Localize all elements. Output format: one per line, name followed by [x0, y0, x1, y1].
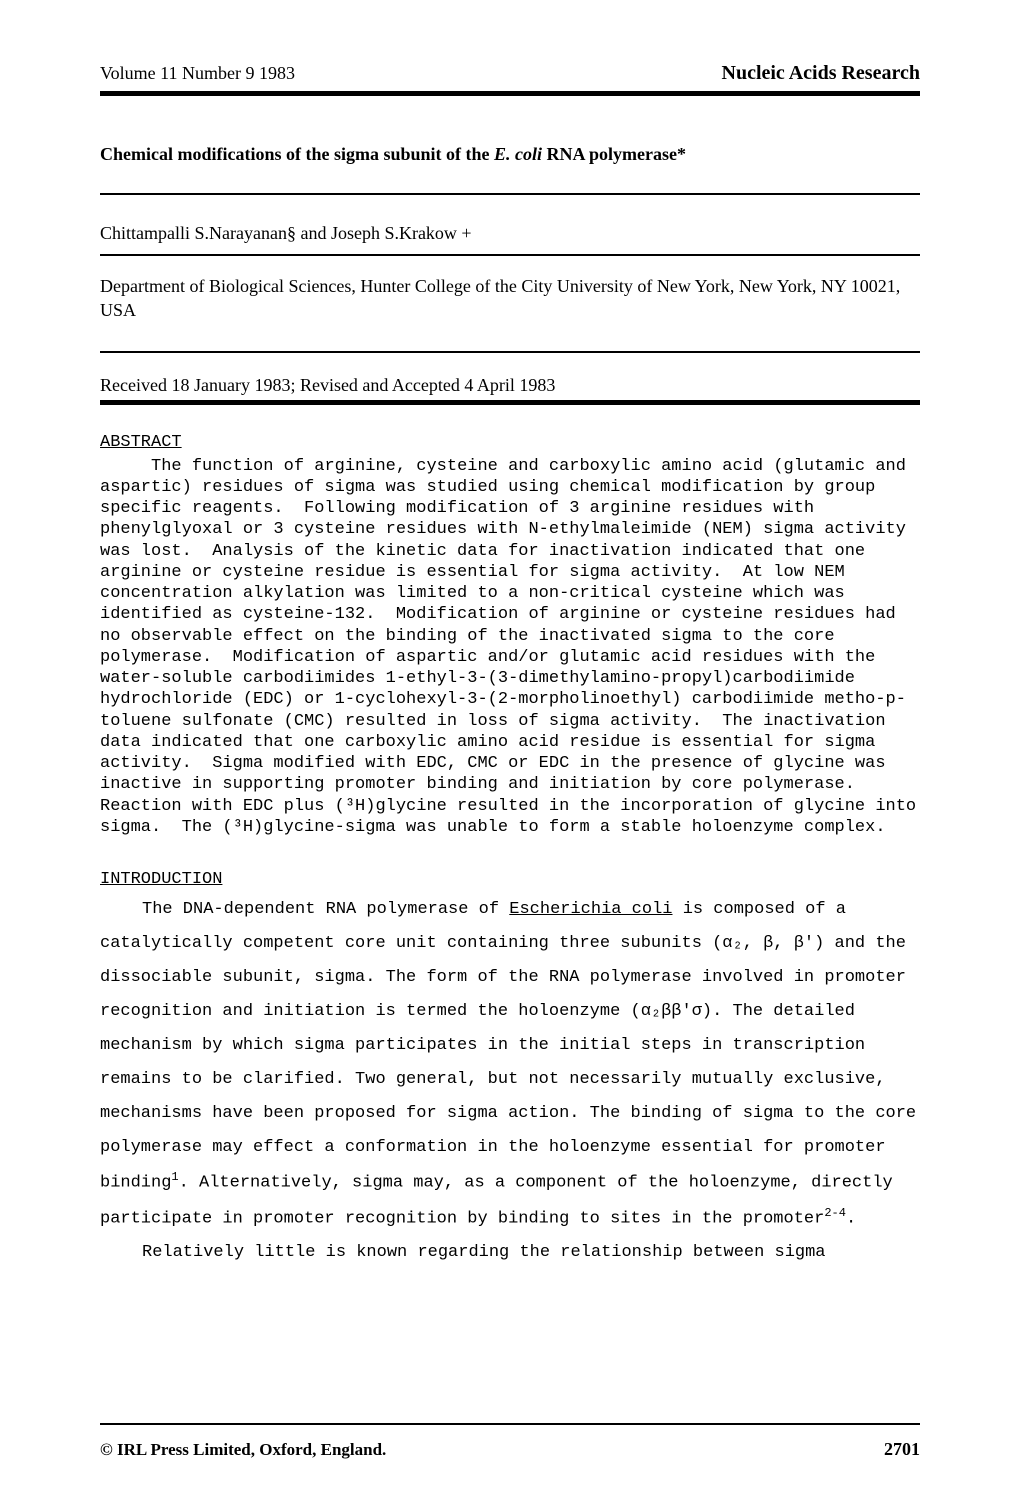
- intro-citation-2: 2-4: [824, 1206, 846, 1220]
- introduction-paragraph-1: The DNA-dependent RNA polymerase of Esch…: [100, 893, 920, 1236]
- received-date: Received 18 January 1983; Revised and Ac…: [100, 375, 920, 396]
- intro-p1-part2: is composed of a catalytically competent…: [100, 900, 916, 1193]
- header-rule: [100, 91, 920, 96]
- intro-p2: Relatively little is known regarding the…: [142, 1243, 826, 1262]
- journal-name: Nucleic Acids Research: [722, 62, 921, 85]
- received-rule: [100, 400, 920, 405]
- intro-p1-part1: The DNA-dependent RNA polymerase of: [142, 900, 509, 919]
- intro-p1-underlined: Escherichia coli: [509, 900, 672, 919]
- abstract-heading: ABSTRACT: [100, 433, 920, 452]
- introduction-heading: INTRODUCTION: [100, 870, 920, 889]
- article-title: Chemical modifications of the sigma subu…: [100, 144, 920, 165]
- authors-rule: [100, 254, 920, 256]
- title-prefix: Chemical modifications of the sigma subu…: [100, 144, 494, 164]
- intro-p1-part4: .: [846, 1209, 856, 1228]
- affiliation-rule: [100, 351, 920, 353]
- title-italic: E. coli: [494, 144, 542, 164]
- introduction-paragraph-2: Relatively little is known regarding the…: [100, 1236, 920, 1270]
- copyright: © IRL Press Limited, Oxford, England.: [100, 1440, 386, 1460]
- affiliation: Department of Biological Sciences, Hunte…: [100, 274, 920, 323]
- title-rule: [100, 193, 920, 195]
- abstract-text: The function of arginine, cysteine and c…: [100, 456, 920, 839]
- footer-rule: [100, 1423, 920, 1425]
- footer: © IRL Press Limited, Oxford, England. 27…: [100, 1423, 920, 1460]
- intro-p1-part3: . Alternatively, sigma may, as a compone…: [100, 1174, 893, 1229]
- authors: Chittampalli S.Narayanan§ and Joseph S.K…: [100, 223, 920, 244]
- header-row: Volume 11 Number 9 1983 Nucleic Acids Re…: [100, 62, 920, 85]
- volume-info: Volume 11 Number 9 1983: [100, 63, 295, 84]
- title-suffix: RNA polymerase*: [542, 144, 686, 164]
- page-number: 2701: [884, 1439, 920, 1460]
- intro-citation-1: 1: [171, 1170, 178, 1184]
